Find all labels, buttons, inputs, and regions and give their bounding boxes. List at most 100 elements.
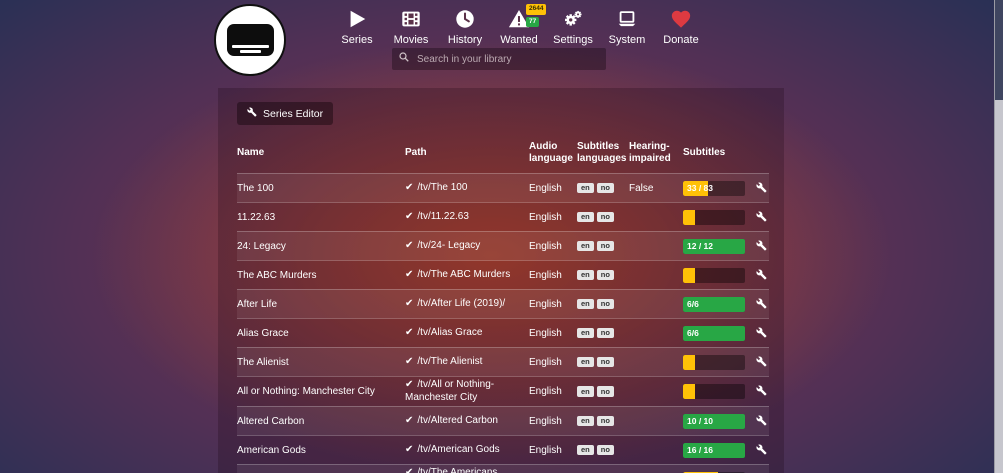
wrench-icon — [756, 210, 767, 225]
series-editor-button[interactable]: Series Editor — [237, 102, 334, 125]
main-nav: Series Movies History Wanted 2644 77 Settings S… — [330, 4, 708, 46]
path-text: /tv/11.22.63 — [417, 210, 469, 222]
language-badge: en — [577, 386, 594, 397]
search-bar[interactable] — [392, 48, 606, 70]
language-badge: en — [577, 240, 594, 252]
language-badge: no — [596, 269, 614, 281]
app-logo[interactable] — [214, 4, 286, 76]
audio-language: English — [529, 269, 562, 281]
nav-item-donate[interactable]: Donate — [654, 6, 708, 46]
check-icon: ✔ — [405, 379, 414, 390]
language-badge: no — [596, 327, 614, 339]
progress-fill — [683, 296, 745, 312]
edit-series-button[interactable] — [756, 268, 767, 283]
progress-fill — [683, 413, 745, 429]
nav-item-wanted[interactable]: Wanted 2644 77 — [492, 4, 547, 46]
row-actions — [747, 355, 767, 370]
progress-label: 6/6 — [687, 327, 699, 338]
edit-series-button[interactable] — [756, 355, 767, 370]
audio-language: English — [529, 327, 562, 339]
hearing-impaired-value: False — [629, 182, 654, 194]
subtitles-progress-cell: 12 / 12 — [683, 238, 747, 254]
edit-series-button[interactable] — [756, 181, 767, 196]
edit-series-button[interactable] — [756, 414, 767, 429]
wanted-count-badge: 2644 — [526, 4, 547, 15]
series-name: 24: Legacy — [237, 240, 286, 252]
column-header: Subtitles — [683, 147, 726, 158]
audio-language: English — [529, 444, 562, 456]
subtitles-progress-bar: 10 / 10 — [683, 413, 745, 429]
language-badge: no — [596, 444, 614, 456]
table-row[interactable]: The Americans (2013)✔/tv/The Americans (… — [237, 464, 769, 473]
nav-item-history[interactable]: History — [438, 6, 492, 46]
subtitle-languages: en no — [577, 327, 629, 339]
subtitle-languages: en no — [577, 356, 629, 368]
edit-series-button[interactable] — [756, 297, 767, 312]
nav-item-label: Wanted — [500, 34, 538, 46]
subtitles-progress-bar: 6/6 — [683, 296, 745, 312]
nav-item-movies[interactable]: Movies — [384, 6, 438, 46]
wanted-count-badge: 77 — [526, 16, 540, 27]
audio-language: English — [529, 240, 562, 252]
series-path: ✔/tv/All or Nothing- Manchester City — [405, 379, 529, 404]
page-scrollbar[interactable] — [994, 0, 1003, 473]
table-row[interactable]: Alias Grace ✔/tv/Alias Grace English en no 6/… — [237, 318, 769, 347]
path-text: /tv/The ABC Murders — [417, 268, 511, 280]
gears-icon — [561, 6, 585, 32]
nav-item-settings[interactable]: Settings — [546, 6, 600, 46]
audio-language: English — [529, 415, 562, 427]
edit-series-button[interactable] — [756, 210, 767, 225]
language-badge: en — [577, 211, 594, 223]
progress-fill — [683, 354, 696, 370]
nav-item-series[interactable]: Series — [330, 6, 384, 46]
language-badge: en — [577, 269, 594, 281]
audio-language: English — [529, 182, 562, 194]
edit-series-button[interactable] — [756, 239, 767, 254]
series-name: The 100 — [237, 182, 274, 194]
table-row[interactable]: The ABC Murders ✔/tv/The ABC Murders Engli… — [237, 260, 769, 289]
row-actions — [747, 210, 767, 225]
subtitle-languages: en no — [577, 298, 629, 310]
series-path: ✔/tv/Altered Carbon — [405, 415, 529, 428]
check-icon: ✔ — [405, 443, 414, 455]
series-panel: Series Editor Name Path Audio language Subt… — [218, 88, 784, 473]
table-row[interactable]: The Alienist ✔/tv/The Alienist English en no — [237, 347, 769, 376]
subtitles-progress-bar — [683, 209, 745, 225]
language-badge: no — [596, 211, 614, 223]
table-row[interactable]: American Gods ✔/tv/American Gods English en… — [237, 435, 769, 464]
subtitles-progress-bar — [683, 267, 745, 283]
subtitles-progress-cell — [683, 209, 747, 225]
table-row[interactable]: Altered Carbon ✔/tv/Altered Carbon English… — [237, 406, 769, 435]
subtitles-progress-bar: 16 / 16 — [683, 442, 745, 458]
check-icon: ✔ — [405, 181, 414, 193]
language-badge: no — [596, 298, 614, 310]
progress-fill — [683, 267, 696, 283]
path-text: /tv/All or Nothing- Manchester City — [405, 379, 495, 403]
table-row[interactable]: 11.22.63 ✔/tv/11.22.63 English en no — [237, 202, 769, 231]
subtitles-progress-cell: 6/6 — [683, 296, 747, 312]
wrench-icon — [756, 414, 767, 429]
table-row[interactable]: After Life ✔/tv/After Life (2019)/English… — [237, 289, 769, 318]
wrench-icon — [756, 181, 767, 196]
series-path: ✔/tv/American Gods — [405, 444, 529, 457]
table-header-row: Name Path Audio language Subtitles language… — [237, 141, 769, 173]
edit-series-button[interactable] — [756, 326, 767, 341]
row-actions — [747, 268, 767, 283]
audio-language: English — [529, 211, 562, 223]
edit-series-button[interactable] — [756, 384, 767, 399]
table-row[interactable]: The 100 ✔/tv/The 100 English en no False 33 / … — [237, 173, 769, 202]
subtitle-languages: en no — [577, 415, 629, 427]
search-input[interactable] — [415, 52, 600, 66]
edit-series-button[interactable] — [756, 443, 767, 458]
subtitles-progress-bar: 6/6 — [683, 325, 745, 341]
audio-language: English — [529, 356, 562, 368]
nav-item-system[interactable]: System — [600, 6, 654, 46]
subtitle-languages: en no — [577, 240, 629, 252]
nav-item-label: Donate — [663, 34, 699, 46]
clock-icon — [454, 6, 476, 32]
table-row[interactable]: 24: Legacy ✔/tv/24- Legacy English en no 12 /… — [237, 231, 769, 260]
wrench-icon — [756, 384, 767, 399]
table-row[interactable]: All or Nothing: Manchester City ✔/tv/All … — [237, 376, 769, 406]
scrollbar-thumb[interactable] — [995, 0, 1003, 100]
progress-label: 12 / 12 — [687, 240, 713, 251]
